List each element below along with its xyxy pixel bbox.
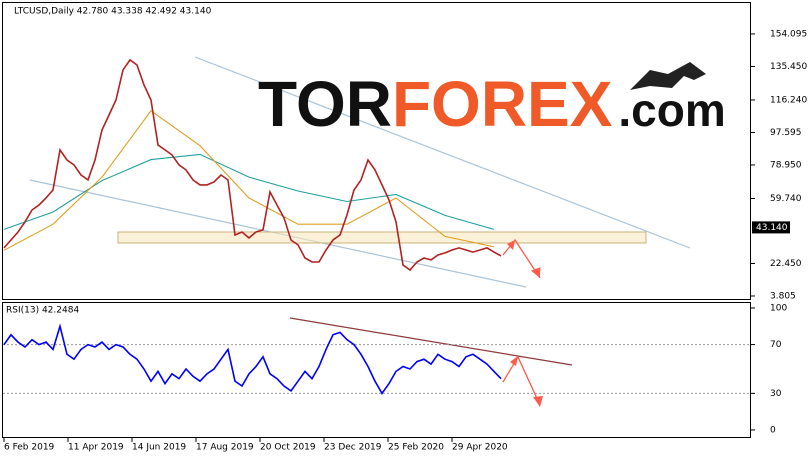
price-panel: [2, 2, 751, 300]
logo-part: .com: [618, 84, 725, 136]
x-tick-label: 25 Feb 2020: [388, 443, 444, 453]
arrow-head: [507, 240, 515, 250]
y-tick-label: 78.950: [770, 160, 802, 170]
arrow-head: [530, 267, 541, 278]
y-tick-label: 3.805: [770, 291, 796, 301]
y-tick-label: 70: [770, 340, 782, 350]
chart-title: LTCUSD,Daily 42.780 43.338 42.492 43.140: [14, 7, 212, 17]
bull-icon: [630, 62, 706, 90]
series-line: [3, 110, 495, 251]
arrow-head: [533, 396, 543, 407]
y-tick-label: 22.450: [770, 259, 802, 269]
annotations: [29, 56, 691, 407]
y-tick-label: 135.450: [770, 62, 807, 72]
series-line: [3, 153, 495, 230]
arrow-head: [510, 356, 518, 366]
y-tick-label: 100: [770, 303, 787, 313]
logo-part: TOR: [258, 68, 392, 140]
logo: TORFOREX .com: [258, 68, 726, 140]
y-tick-label: 116.240: [770, 95, 807, 105]
y-tick-label: 154.095: [770, 29, 807, 39]
rsi-panel: [2, 302, 751, 438]
x-tick-label: 11 Apr 2019: [68, 443, 124, 453]
x-tick-label: 29 Apr 2020: [452, 443, 508, 453]
x-tick-label: 17 Aug 2019: [196, 443, 254, 453]
rsi-trendline: [289, 317, 573, 366]
rsi-title: RSI(13) 42.2484: [6, 306, 79, 316]
logo-part: FOREX: [392, 68, 613, 140]
last-price-box: [752, 221, 790, 234]
y-tick-label: 97.595: [770, 128, 802, 138]
channel-upper: [194, 56, 691, 249]
x-tick-label: 23 Dec 2019: [324, 443, 382, 453]
x-tick-label: 14 Jun 2019: [132, 443, 186, 453]
y-tick-label: 0: [770, 425, 776, 435]
rsi-forecast-arrow: [502, 355, 541, 406]
x-tick-label: 20 Oct 2019: [260, 443, 316, 453]
plot: 154.095 135.450 116.240 97.595 78.950 59.740 2…: [3, 29, 807, 453]
y-tick-label: 59.740: [770, 194, 802, 204]
series-line: [3, 58, 502, 272]
series-line: [3, 323, 502, 395]
x-tick-label: 6 Feb 2019: [4, 443, 55, 453]
support-zone: [117, 231, 647, 244]
last-price-label: 43.140: [756, 223, 788, 233]
y-tick-label: 30: [770, 389, 782, 399]
